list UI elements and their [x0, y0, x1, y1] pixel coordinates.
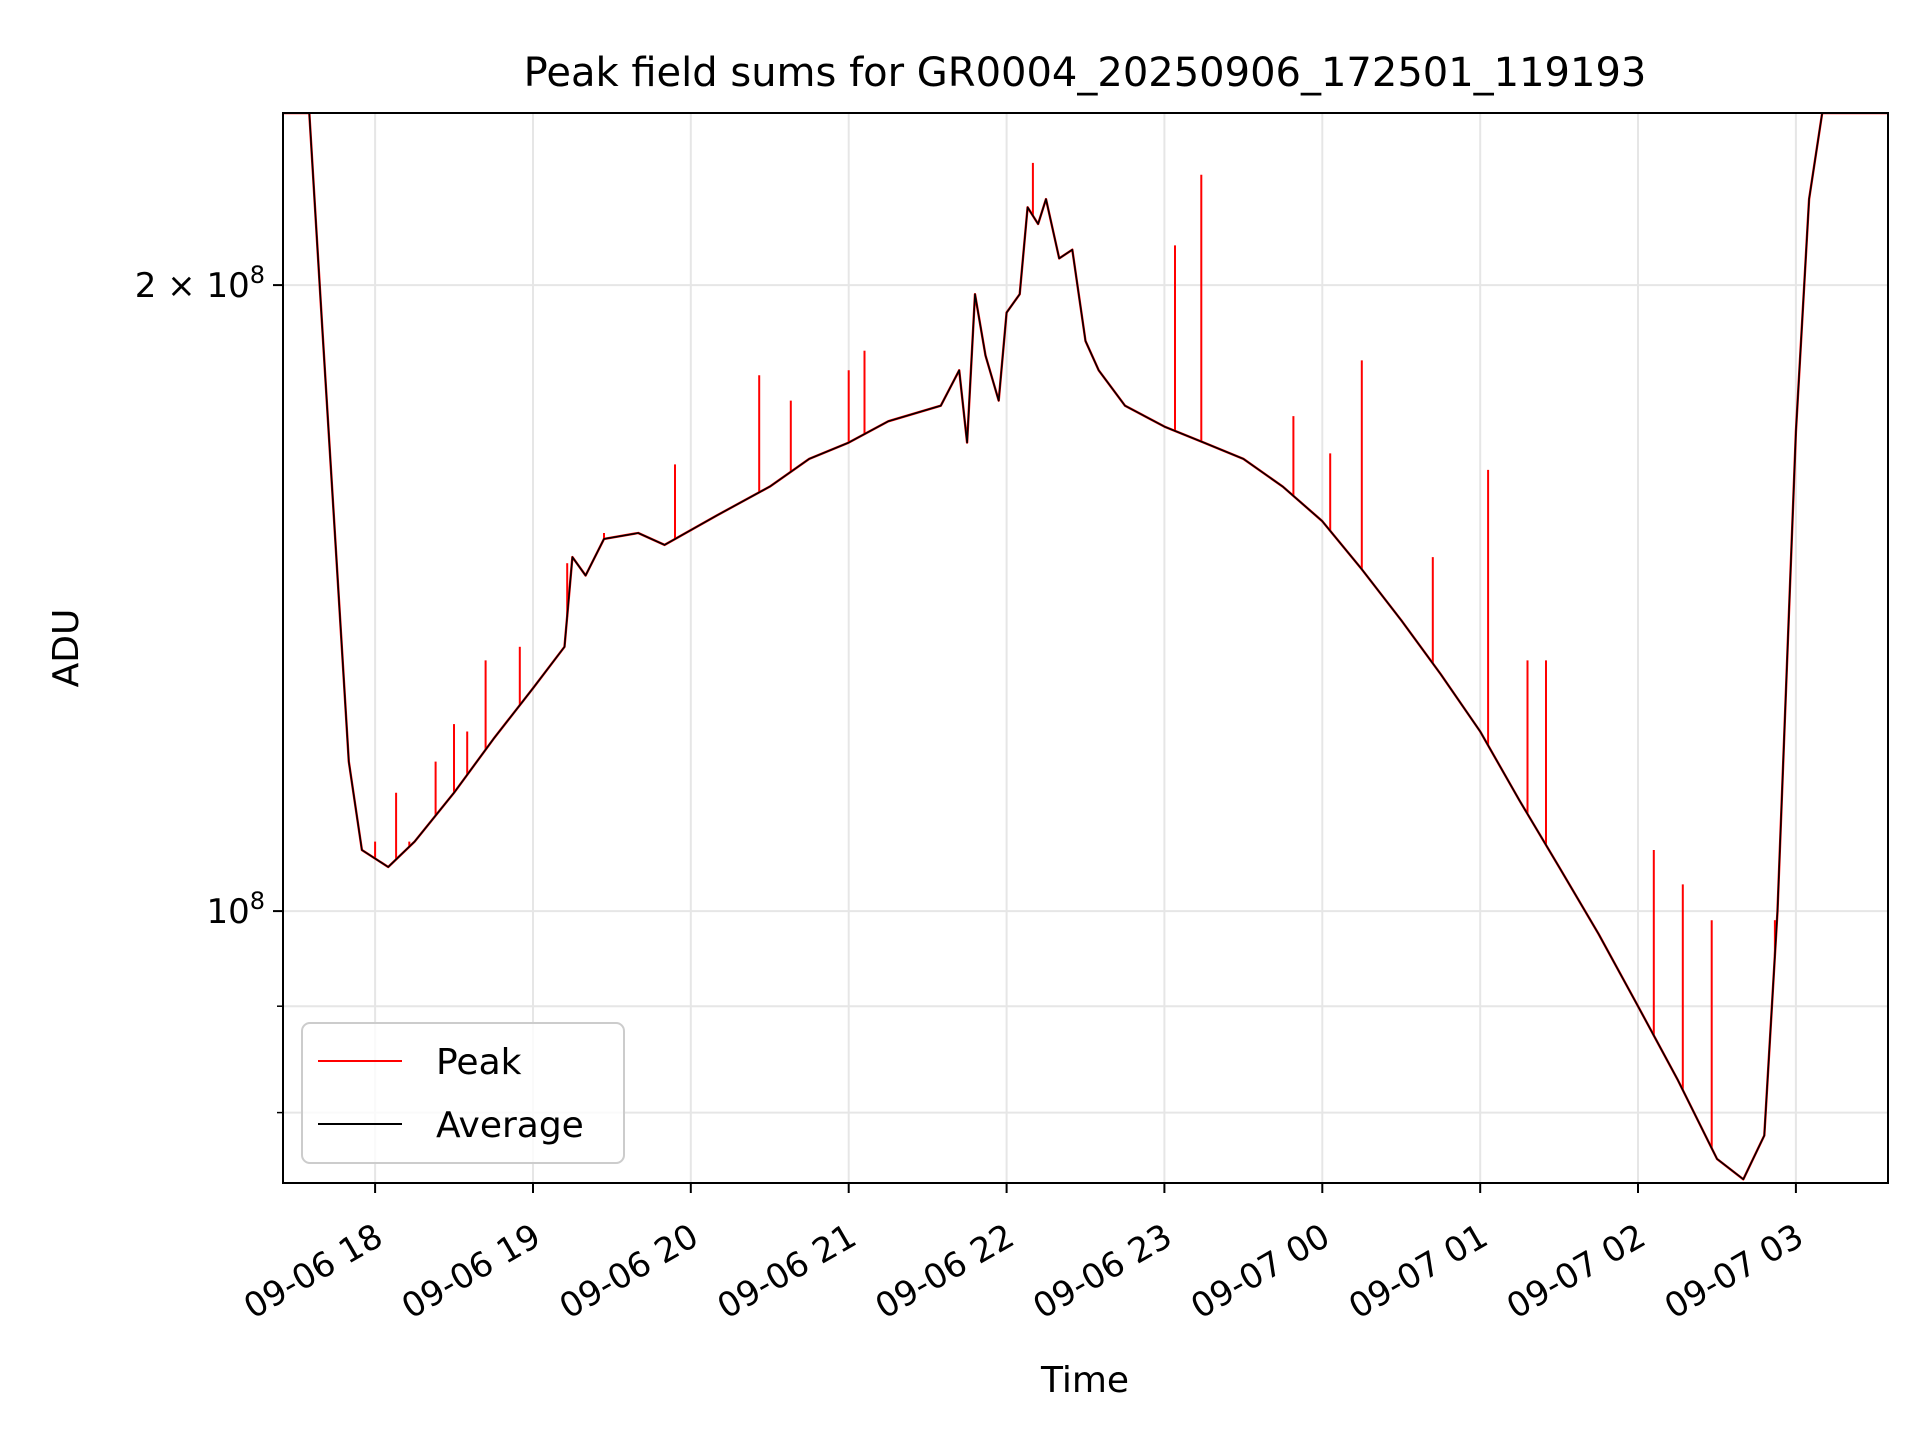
legend-peak-label: Peak: [436, 1042, 522, 1083]
plot-area: [283, 113, 1888, 1181]
y-tick-label: 2 × 108: [135, 261, 265, 306]
chart-title: Peak field sums for GR0004_20250906_1725…: [524, 50, 1647, 96]
y-axis-label: ADU: [46, 609, 87, 688]
axes-frame: [282, 112, 1889, 1184]
y-tick-base: 10: [206, 892, 249, 932]
legend-box: [301, 1022, 625, 1164]
grid: [283, 113, 1888, 1183]
legend: Peak Average: [301, 1022, 625, 1164]
y-tick-base: 10: [206, 266, 249, 306]
y-tick-label: 108: [206, 887, 265, 932]
x-axis-label: Time: [1040, 1360, 1129, 1401]
y-tick-exponent: 8: [250, 261, 265, 289]
average-series-line: [283, 113, 1888, 1181]
legend-average-label: Average: [436, 1105, 584, 1146]
y-tick-mantissa: 2 ×: [135, 266, 207, 306]
y-tick-exponent: 8: [250, 887, 265, 915]
